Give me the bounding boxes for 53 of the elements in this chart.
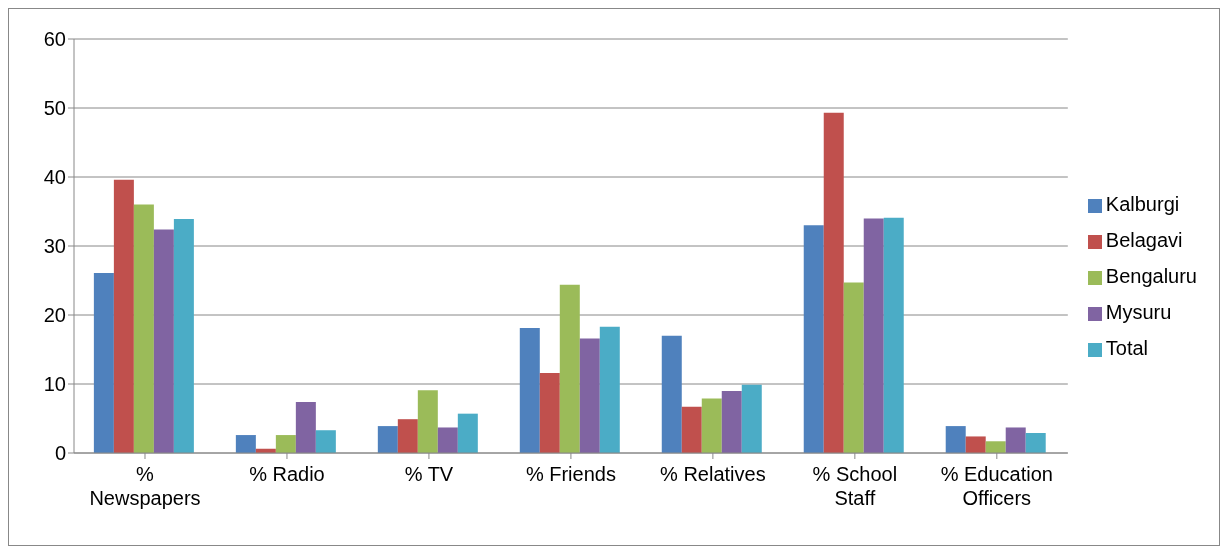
bar	[985, 441, 1006, 453]
x-tick-label: % Education Officers	[940, 463, 1053, 509]
legend-label: Bengaluru	[1105, 265, 1197, 287]
bar	[275, 435, 296, 453]
bar	[295, 401, 316, 453]
y-tick-label: 10	[43, 373, 66, 396]
bar	[437, 427, 458, 453]
y-tick-label: 40	[43, 166, 66, 189]
bar	[113, 179, 134, 453]
bar	[153, 229, 174, 453]
bar	[173, 219, 194, 453]
legend-label: Belagavi	[1105, 229, 1183, 251]
bar	[1025, 432, 1046, 453]
bar	[519, 328, 540, 453]
bar	[417, 390, 438, 453]
bar	[235, 435, 256, 453]
bar	[93, 272, 114, 453]
bar	[681, 406, 702, 453]
y-tick-label: 30	[43, 235, 66, 258]
y-tick-label: 60	[43, 28, 66, 51]
bar	[377, 426, 398, 453]
legend-label: Total	[1105, 337, 1149, 359]
bar	[315, 430, 336, 453]
bar	[579, 338, 600, 453]
bar	[945, 426, 966, 453]
bar	[803, 225, 824, 453]
bar	[559, 284, 580, 453]
bar	[397, 419, 418, 453]
x-tick-label: % Relatives	[660, 463, 766, 485]
x-tick-label: % Newspapers	[89, 463, 201, 509]
bar	[741, 384, 762, 453]
x-tick-label: % Friends	[525, 463, 616, 485]
y-tick-label: 50	[43, 97, 66, 120]
bar	[965, 436, 986, 453]
bar	[863, 218, 884, 453]
bar	[599, 326, 620, 453]
bar	[1005, 427, 1026, 453]
bar	[661, 335, 682, 453]
x-tick-label: % TV	[404, 463, 454, 485]
x-tick-label: % School Staff	[812, 463, 898, 509]
bar	[843, 282, 864, 453]
legend-label: Kalburgi	[1105, 193, 1180, 215]
bar	[883, 217, 904, 453]
y-tick-label: 20	[43, 304, 66, 327]
bar	[701, 398, 722, 453]
x-tick-label: % Radio	[249, 463, 325, 485]
bar	[721, 390, 742, 453]
bar	[539, 372, 560, 453]
legend-label: Mysuru	[1105, 301, 1172, 323]
bar	[133, 204, 154, 453]
y-tick-label: 0	[54, 442, 66, 465]
bar	[823, 112, 844, 453]
bar	[457, 413, 478, 453]
